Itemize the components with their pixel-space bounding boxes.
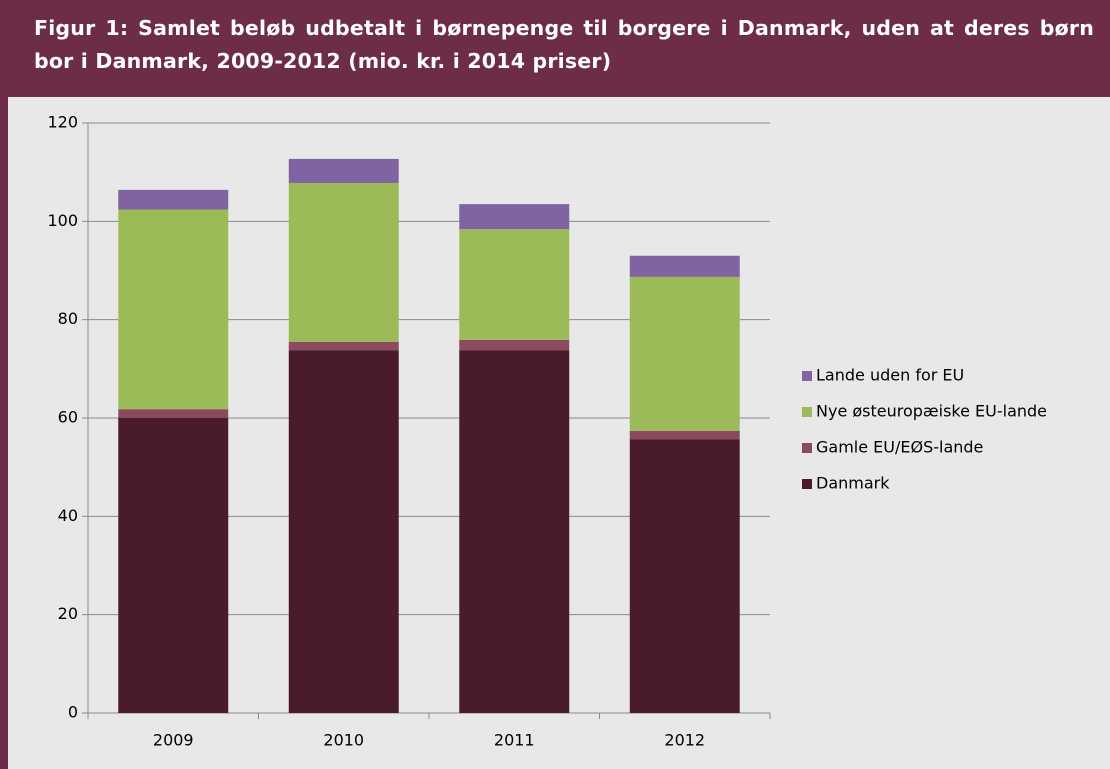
bar-segment: [288, 158, 399, 183]
y-tick-label: 120: [47, 113, 78, 132]
legend-label: Nye østeuropæiske EU-lande: [816, 402, 1047, 421]
bar-segment: [118, 189, 229, 210]
bar-segment: [459, 339, 570, 351]
bar-segment: [459, 229, 570, 340]
bar-segment: [288, 341, 399, 351]
bar-segment: [288, 350, 399, 713]
y-tick-label: 0: [68, 703, 78, 722]
legend-label: Danmark: [816, 474, 890, 493]
bar-segment: [118, 209, 229, 410]
y-tick-label: 60: [58, 408, 78, 427]
header: Figur 1: Samlet beløb udbetalt i børnepe…: [0, 0, 1110, 97]
bar-segment: [118, 418, 229, 713]
y-tick-label: 80: [58, 309, 78, 328]
legend-swatch: [802, 407, 812, 417]
x-tick-label: 2011: [494, 731, 535, 750]
bar-segment: [629, 430, 740, 440]
bar-segment: [629, 439, 740, 713]
y-tick-label: 20: [58, 604, 78, 623]
y-tick-label: 100: [47, 211, 78, 230]
x-tick-label: 2010: [323, 731, 364, 750]
y-tick-label: 40: [58, 506, 78, 525]
legend-swatch: [802, 371, 812, 381]
bar-segment: [629, 276, 740, 431]
bar-segment: [629, 255, 740, 277]
chart-title: Figur 1: Samlet beløb udbetalt i børnepe…: [34, 16, 1094, 73]
x-tick-label: 2012: [664, 731, 705, 750]
side-strip: [0, 97, 8, 769]
bar-segment: [118, 409, 229, 418]
bar-segment: [459, 350, 570, 713]
x-tick-label: 2009: [153, 731, 194, 750]
legend-label: Gamle EU/EØS-lande: [816, 438, 983, 457]
bar-segment: [459, 204, 570, 230]
bar-segment: [288, 182, 399, 342]
legend-label: Lande uden for EU: [816, 366, 964, 385]
legend-swatch: [802, 443, 812, 453]
legend-swatch: [802, 479, 812, 489]
